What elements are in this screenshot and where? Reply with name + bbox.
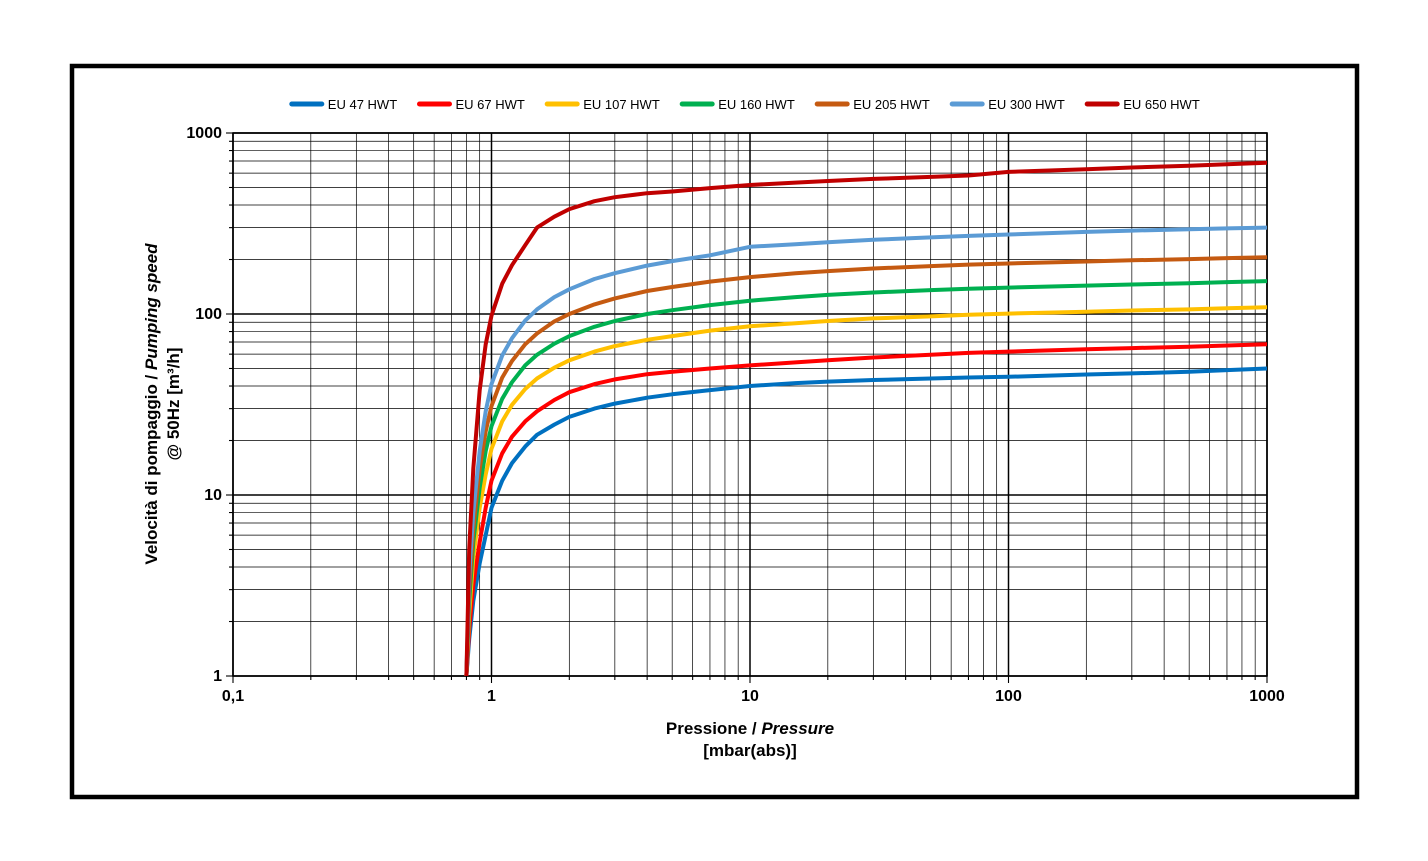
- legend-label: EU 650 HWT: [1123, 97, 1200, 112]
- series-eu-107-hwt: [464, 305, 1267, 676]
- legend-label: EU 160 HWT: [718, 97, 795, 112]
- y-tick-label: 100: [195, 306, 222, 323]
- x-tick-label: 10: [741, 688, 759, 705]
- x-axis-unit: [mbar(abs)]: [703, 741, 797, 760]
- y-axis-unit: @ 50Hz [m³/h]: [164, 348, 183, 461]
- x-tick-label: 1: [487, 688, 496, 705]
- legend-item-eu-205-hwt: EU 205 HWT: [814, 97, 930, 112]
- axis-ticks: [226, 132, 1268, 683]
- legend: EU 47 HWT EU 67 HWT EU 107 HWT EU 160 HWT EU…: [289, 97, 1200, 112]
- x-axis-title-italian: Pressione /: [666, 719, 761, 738]
- y-axis-title-text: Velocità di pompaggio / Pumping speed: [142, 243, 161, 565]
- series-eu-160-hwt: [464, 279, 1267, 676]
- x-tick-label: 100: [995, 688, 1022, 705]
- x-tick-label: 0,1: [222, 688, 244, 705]
- curve-series: [464, 160, 1267, 676]
- legend-label: EU 205 HWT: [853, 97, 930, 112]
- legend-label: EU 107 HWT: [583, 97, 660, 112]
- y-axis-title-italian: Velocità di pompaggio /: [142, 370, 161, 565]
- series-eu-47-hwt: [464, 366, 1267, 676]
- series-eu-205-hwt: [464, 255, 1267, 676]
- x-tick-label: 1000: [1249, 688, 1285, 705]
- legend-item-eu-300-hwt: EU 300 HWT: [949, 97, 1065, 112]
- chart-outer-border: [69, 63, 1360, 800]
- legend-label: EU 67 HWT: [456, 97, 525, 112]
- legend-item-eu-47-hwt: EU 47 HWT: [289, 97, 397, 112]
- series-eu-300-hwt: [464, 225, 1267, 676]
- legend-label: EU 300 HWT: [988, 97, 1065, 112]
- y-tick-label: 1000: [186, 125, 222, 142]
- y-axis-title-english: Pumping speed: [142, 243, 161, 370]
- legend-item-eu-160-hwt: EU 160 HWT: [679, 97, 795, 112]
- legend-item-eu-107-hwt: EU 107 HWT: [544, 97, 660, 112]
- x-axis-title: Pressione / Pressure [mbar(abs)]: [666, 719, 834, 760]
- y-tick-label: 1: [213, 668, 222, 685]
- grid-lines: [232, 132, 1268, 677]
- y-tick-label: 10: [204, 487, 222, 504]
- legend-label: EU 47 HWT: [328, 97, 397, 112]
- x-axis-title-english: Pressure: [761, 719, 834, 738]
- x-axis-title-text: Pressione / Pressure: [666, 719, 834, 738]
- legend-item-eu-67-hwt: EU 67 HWT: [417, 97, 525, 112]
- series-eu-67-hwt: [464, 342, 1267, 676]
- legend-item-eu-650-hwt: EU 650 HWT: [1084, 97, 1200, 112]
- series-eu-650-hwt: [464, 160, 1267, 676]
- y-axis-title: Velocità di pompaggio / Pumping speed @ …: [142, 243, 183, 565]
